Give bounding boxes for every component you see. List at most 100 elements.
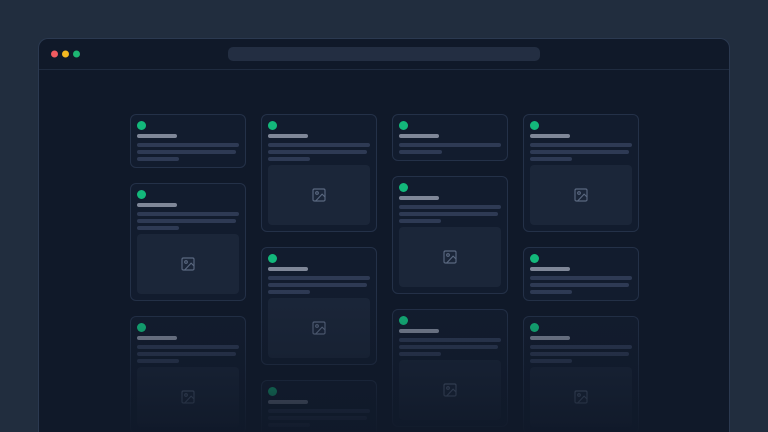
skeleton-title-line: [398, 329, 440, 333]
status-dot: [398, 121, 408, 130]
skeleton-text-line: [398, 352, 442, 356]
skeleton-text-line: [267, 150, 368, 154]
traffic-light-maximize-button[interactable]: [73, 50, 80, 58]
image-placeholder: [398, 227, 501, 287]
skeleton-text-line: [136, 143, 239, 147]
status-dot: [529, 254, 539, 263]
image-landscape-icon: [573, 187, 589, 203]
feed-card-skeleton[interactable]: [522, 247, 639, 301]
skeleton-text-line: [267, 423, 311, 427]
feed-card-skeleton[interactable]: [391, 309, 508, 427]
status-dot: [398, 316, 408, 325]
image-placeholder: [136, 234, 239, 294]
image-landscape-icon: [180, 389, 196, 405]
status-dot: [267, 254, 277, 263]
image-placeholder: [267, 298, 370, 358]
skeleton-title-line: [136, 134, 178, 138]
skeleton-text-line: [398, 212, 499, 216]
feed-card-skeleton[interactable]: [391, 176, 508, 294]
status-dot: [529, 323, 539, 332]
skeleton-text-line: [136, 226, 180, 230]
feed-card-skeleton[interactable]: [129, 183, 246, 301]
feed-column-3: [391, 114, 508, 432]
skeleton-text-line: [136, 352, 237, 356]
status-dot: [267, 387, 277, 396]
skeleton-text-line: [398, 205, 501, 209]
status-dot: [136, 121, 146, 130]
skeleton-text-line: [136, 212, 239, 216]
status-dot: [398, 183, 408, 192]
feed-grid: [39, 114, 729, 432]
skeleton-title-line: [398, 134, 440, 138]
image-placeholder: [398, 360, 501, 420]
image-landscape-icon: [311, 320, 327, 336]
feed-card-skeleton[interactable]: [260, 380, 377, 432]
traffic-light-minimize-button[interactable]: [62, 50, 69, 58]
status-dot: [529, 121, 539, 130]
traffic-light-close-button[interactable]: [51, 50, 58, 58]
skeleton-text-line: [529, 283, 630, 287]
image-landscape-icon: [573, 389, 589, 405]
image-placeholder: [267, 165, 370, 225]
feed-card-skeleton[interactable]: [260, 114, 377, 232]
address-bar[interactable]: [228, 47, 540, 61]
status-dot: [267, 121, 277, 130]
skeleton-text-line: [267, 409, 370, 413]
skeleton-text-line: [267, 276, 370, 280]
feed-card-skeleton[interactable]: [129, 316, 246, 432]
skeleton-text-line: [398, 143, 501, 147]
status-dot: [136, 323, 146, 332]
image-placeholder: [136, 367, 239, 427]
skeleton-text-line: [529, 290, 573, 294]
skeleton-title-line: [529, 267, 571, 271]
skeleton-text-line: [267, 143, 370, 147]
image-placeholder: [529, 165, 632, 225]
skeleton-text-line: [398, 150, 443, 154]
image-landscape-icon: [180, 256, 196, 272]
skeleton-title-line: [267, 267, 309, 271]
skeleton-text-line: [529, 150, 630, 154]
skeleton-title-line: [398, 196, 440, 200]
skeleton-title-line: [529, 134, 571, 138]
browser-window: [38, 38, 730, 432]
window-content: [39, 114, 729, 432]
feed-card-skeleton[interactable]: [522, 316, 639, 432]
skeleton-title-line: [267, 400, 309, 404]
skeleton-text-line: [529, 345, 632, 349]
skeleton-text-line: [136, 150, 237, 154]
skeleton-title-line: [136, 203, 178, 207]
skeleton-title-line: [136, 336, 178, 340]
browser-titlebar: [39, 39, 729, 70]
feed-card-skeleton[interactable]: [129, 114, 246, 168]
image-landscape-icon: [311, 187, 327, 203]
skeleton-text-line: [136, 219, 237, 223]
skeleton-text-line: [136, 157, 180, 161]
skeleton-text-line: [529, 276, 632, 280]
skeleton-text-line: [529, 157, 573, 161]
skeleton-text-line: [267, 157, 311, 161]
skeleton-title-line: [529, 336, 571, 340]
image-placeholder: [529, 367, 632, 427]
image-landscape-icon: [442, 249, 458, 265]
skeleton-text-line: [267, 290, 311, 294]
skeleton-text-line: [136, 345, 239, 349]
image-landscape-icon: [442, 382, 458, 398]
feed-column-1: [129, 114, 246, 432]
skeleton-title-line: [267, 134, 309, 138]
skeleton-text-line: [529, 352, 630, 356]
skeleton-text-line: [398, 219, 442, 223]
skeleton-text-line: [398, 338, 501, 342]
skeleton-text-line: [529, 143, 632, 147]
skeleton-text-line: [529, 359, 573, 363]
skeleton-text-line: [398, 345, 499, 349]
traffic-lights: [51, 50, 80, 58]
feed-card-skeleton[interactable]: [260, 247, 377, 365]
feed-column-2: [260, 114, 377, 432]
skeleton-text-line: [267, 283, 368, 287]
status-dot: [136, 190, 146, 199]
feed-card-skeleton[interactable]: [522, 114, 639, 232]
feed-card-skeleton[interactable]: [391, 114, 508, 161]
skeleton-text-line: [136, 359, 180, 363]
feed-column-4: [522, 114, 639, 432]
